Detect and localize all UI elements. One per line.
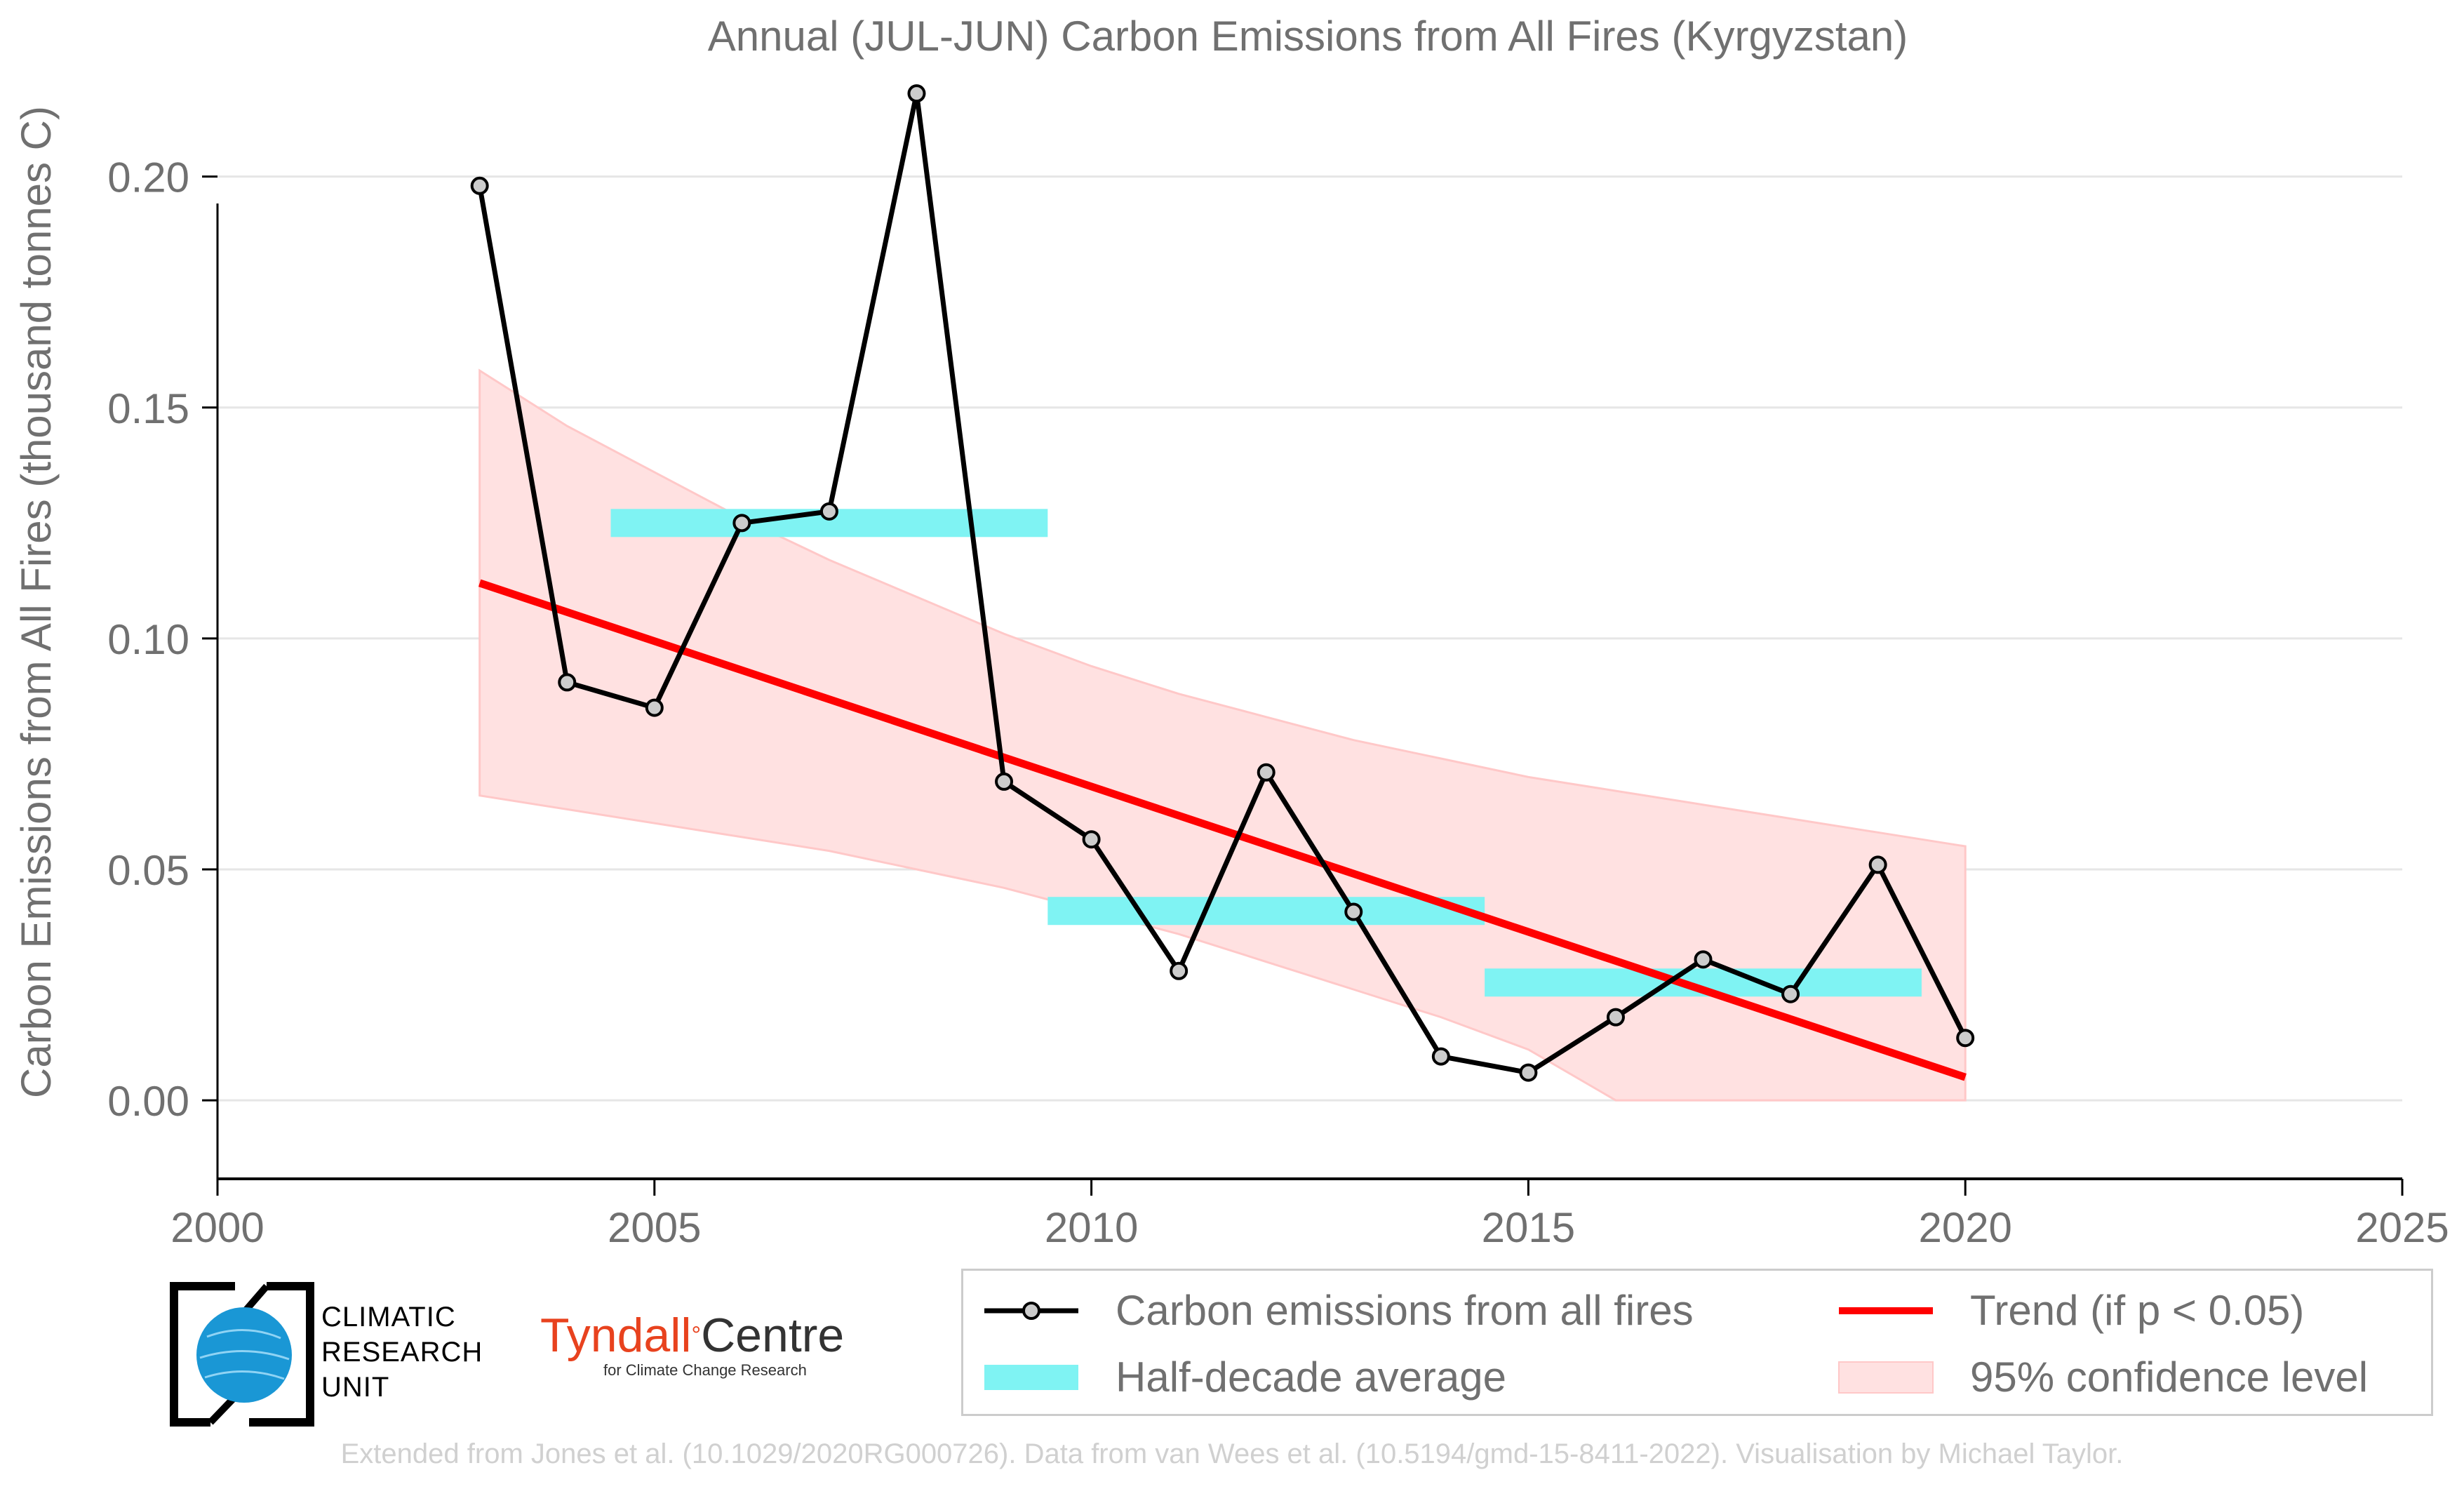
legend-label-trend: Trend (if p < 0.05) (1970, 1287, 2305, 1334)
legend-line-marker-icon (984, 1301, 1078, 1320)
legend-item-confidence: 95% confidence level (1833, 1353, 2368, 1401)
legend-item-average: Half-decade average (979, 1353, 1506, 1401)
x-tick-label: 2005 (608, 1204, 701, 1251)
data-point (470, 176, 489, 195)
emissions-series (470, 84, 1975, 1082)
x-tick-label: 2020 (1918, 1204, 2011, 1251)
data-point (1257, 763, 1275, 782)
x-tick-label: 2010 (1045, 1204, 1138, 1251)
y-tick-label: 0.15 (107, 385, 189, 432)
legend-label-average: Half-decade average (1116, 1354, 1507, 1401)
data-point (732, 514, 751, 533)
legend-label-emissions: Carbon emissions from all fires (1116, 1287, 1694, 1334)
data-point (1868, 855, 1887, 874)
trend-line-group (478, 579, 1967, 1081)
chart: Annual (JUL-JUN) Carbon Emissions from A… (13, 13, 2449, 1251)
data-point (1956, 1029, 1975, 1048)
legend-pink-swatch-icon (1838, 1361, 1934, 1394)
x-tick-labels: 2000 2005 2010 2015 2020 2025 (170, 1204, 2449, 1251)
x-tick-label: 2015 (1482, 1204, 1575, 1251)
axes (202, 175, 2404, 1196)
tyndall-logo: Tyndall°Centre for Climate Change Resear… (540, 1311, 844, 1380)
tyndall-degree: ° (691, 1322, 702, 1349)
y-axis-label: Carbon Emissions from All Fires (thousan… (13, 106, 60, 1098)
cru-line-3: UNIT (321, 1372, 390, 1403)
legend: Carbon emissions from all fires Half-dec… (961, 1269, 2433, 1416)
legend-item-emissions: Carbon emissions from all fires (979, 1286, 1694, 1335)
chart-title: Annual (JUL-JUN) Carbon Emissions from A… (708, 13, 1908, 60)
legend-item-trend: Trend (if p < 0.05) (1833, 1286, 2304, 1335)
data-point (1431, 1047, 1450, 1066)
y-tick-label: 0.10 (107, 616, 189, 663)
credit-text: Extended from Jones et al. (10.1029/2020… (340, 1438, 2124, 1469)
confidence-band-area (478, 368, 1967, 1102)
data-point (1082, 830, 1101, 849)
legend-cyan-swatch-icon (984, 1364, 1078, 1390)
half-decade-bar (1047, 897, 1485, 926)
confidence-band (478, 368, 1967, 1102)
tyndall-centre: Centre (701, 1309, 845, 1362)
legend-label-confidence: 95% confidence level (1970, 1354, 2369, 1401)
data-point (1781, 984, 1800, 1003)
half-decade-averages (610, 509, 1922, 997)
y-tick-label: 0.05 (107, 847, 189, 894)
tyndall-name: Tyndall (540, 1309, 692, 1362)
data-point (907, 84, 926, 103)
cru-logo (168, 1281, 316, 1431)
y-tick-label: 0.20 (107, 154, 189, 201)
data-point (995, 772, 1014, 791)
tyndall-subtitle: for Climate Change Research (603, 1361, 807, 1379)
y-tick-labels: 0.00 0.05 0.10 0.15 0.20 (107, 154, 189, 1125)
x-tick-label: 2025 (2355, 1204, 2449, 1251)
trend-line (478, 579, 1967, 1081)
data-point (1694, 950, 1713, 969)
cru-line-1: CLIMATIC (321, 1302, 456, 1333)
data-point (558, 673, 577, 692)
data-point (1344, 902, 1363, 921)
y-tick-label: 0.00 (107, 1078, 189, 1125)
cru-line-2: RESEARCH (321, 1337, 483, 1368)
emissions-line (477, 91, 1968, 1076)
cru-globe-icon (170, 1282, 314, 1427)
data-point (1170, 961, 1189, 980)
data-point (645, 698, 664, 717)
x-tick-label: 2000 (170, 1204, 264, 1251)
legend-red-line-icon (1839, 1307, 1933, 1314)
data-point (819, 502, 838, 521)
cru-logo-text: CLIMATIC RESEARCH UNIT (321, 1300, 483, 1405)
data-point (1606, 1008, 1625, 1027)
data-point (1519, 1063, 1538, 1082)
